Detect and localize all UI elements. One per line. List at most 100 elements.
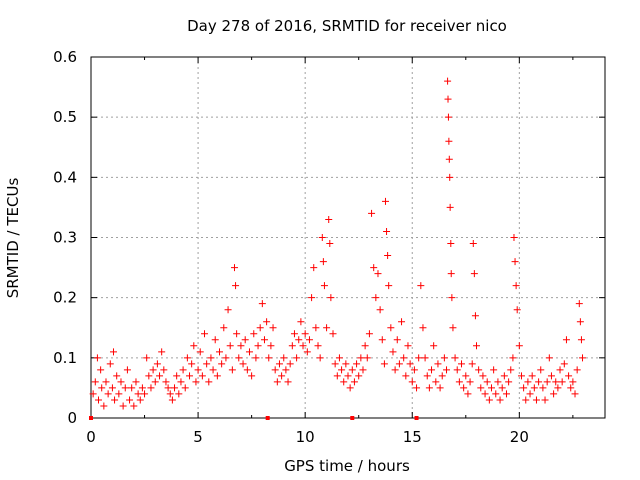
data-point <box>173 372 181 380</box>
data-point <box>502 390 510 398</box>
data-point <box>567 384 575 392</box>
data-point <box>295 336 303 344</box>
data-point <box>310 264 318 272</box>
data-point <box>171 384 179 392</box>
data-point <box>430 342 438 350</box>
data-point <box>417 282 425 290</box>
data-point <box>325 215 333 223</box>
data-point <box>374 270 382 278</box>
data-point <box>284 378 292 386</box>
data-point <box>370 264 378 272</box>
data-point <box>213 372 221 380</box>
chart-title: Day 278 of 2016, SRMTID for receiver nic… <box>187 17 507 35</box>
data-point <box>432 378 440 386</box>
data-point <box>111 396 119 404</box>
data-point <box>556 366 564 374</box>
data-point <box>207 354 215 362</box>
data-point <box>319 258 327 266</box>
data-point <box>413 384 421 392</box>
data-point <box>526 390 534 398</box>
data-point <box>517 372 525 380</box>
data-point <box>250 330 258 338</box>
data-point <box>230 264 238 272</box>
data-point <box>188 360 196 368</box>
data-point <box>108 384 116 392</box>
data-point <box>222 354 230 362</box>
data-point <box>447 240 455 248</box>
data-point <box>91 378 99 386</box>
data-point <box>286 360 294 368</box>
data-point <box>119 402 127 410</box>
data-point <box>196 348 204 356</box>
data-point <box>104 390 112 398</box>
data-point <box>235 354 243 362</box>
grid-lines <box>91 57 605 418</box>
data-point <box>273 378 281 386</box>
data-point <box>297 318 305 326</box>
data-point <box>134 390 142 398</box>
data-point <box>348 366 356 374</box>
data-point <box>282 366 290 374</box>
data-point <box>132 378 140 386</box>
data-point <box>509 354 517 362</box>
data-point <box>428 366 436 374</box>
data-point <box>460 384 468 392</box>
data-point <box>376 306 384 314</box>
data-point <box>410 366 418 374</box>
data-point <box>166 390 174 398</box>
data-point <box>496 396 504 404</box>
data-point <box>136 396 144 404</box>
data-point <box>444 95 452 103</box>
data-point <box>198 372 206 380</box>
data-point <box>552 378 560 386</box>
data-point <box>97 366 105 374</box>
data-point <box>577 336 585 344</box>
data-point <box>380 360 388 368</box>
data-point <box>252 354 260 362</box>
data-point <box>109 348 117 356</box>
data-point <box>477 384 485 392</box>
data-point <box>421 354 429 362</box>
data-point <box>500 372 508 380</box>
data-point <box>483 378 491 386</box>
data-point <box>475 366 483 374</box>
data-point <box>303 348 311 356</box>
data-point <box>147 384 155 392</box>
edge-markers <box>89 416 419 420</box>
data-point <box>511 258 519 266</box>
data-point <box>113 372 121 380</box>
data-point <box>384 252 392 260</box>
data-point <box>389 348 397 356</box>
data-point <box>395 360 403 368</box>
data-point <box>149 366 157 374</box>
data-point <box>190 342 198 350</box>
data-point <box>400 354 408 362</box>
data-point <box>479 372 487 380</box>
data-point <box>335 354 343 362</box>
data-point <box>224 306 232 314</box>
data-point <box>290 330 298 338</box>
data-point <box>271 366 279 374</box>
axis-edge-marker <box>265 416 270 420</box>
data-point <box>455 378 463 386</box>
data-point <box>218 360 226 368</box>
data-point <box>344 372 352 380</box>
data-point <box>278 372 286 380</box>
data-point <box>507 366 515 374</box>
data-point <box>505 378 513 386</box>
axis-edge-marker <box>350 416 355 420</box>
data-point <box>258 300 266 308</box>
data-point <box>453 366 461 374</box>
data-point <box>205 378 213 386</box>
data-point <box>448 294 456 302</box>
data-point <box>143 354 151 362</box>
data-point <box>363 354 371 362</box>
data-point <box>331 360 339 368</box>
data-point <box>447 270 455 278</box>
data-point <box>318 234 326 241</box>
data-point <box>158 348 166 356</box>
data-point <box>443 366 451 374</box>
data-point <box>128 384 136 392</box>
data-point <box>241 336 249 344</box>
data-point <box>541 396 549 404</box>
